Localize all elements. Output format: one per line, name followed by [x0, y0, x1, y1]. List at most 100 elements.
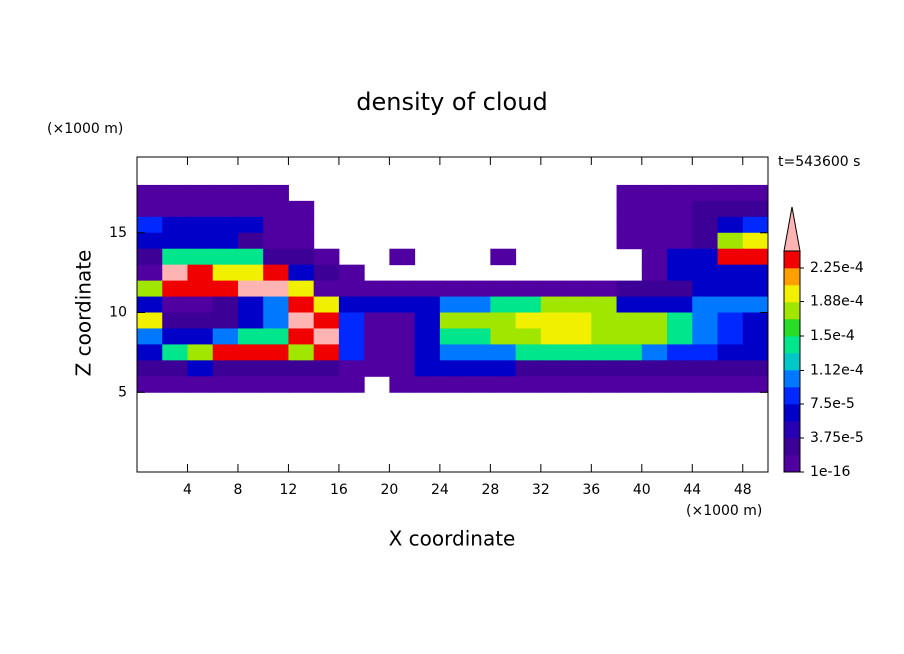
field-cell	[742, 296, 769, 314]
y-tick-label: 10	[109, 305, 127, 321]
field-cell	[742, 264, 769, 282]
field-cell	[641, 376, 668, 393]
field-cell	[137, 216, 163, 234]
field-cell	[692, 264, 719, 282]
field-cell	[667, 344, 693, 361]
plot-frame	[136, 156, 769, 473]
field-cell	[490, 328, 517, 345]
field-cell	[515, 312, 542, 329]
field-cell	[566, 376, 592, 393]
field-cell	[591, 280, 618, 298]
field-cell	[692, 232, 719, 250]
field-cell	[717, 280, 744, 298]
field-cell	[389, 312, 416, 329]
field-cell	[692, 280, 719, 298]
field-cell	[667, 360, 693, 377]
field-cell	[338, 312, 365, 329]
field-cell	[162, 280, 188, 298]
field-cell	[717, 328, 744, 345]
contour-field	[137, 184, 769, 393]
field-cell	[187, 376, 214, 393]
field-cell	[187, 200, 214, 218]
y-tick-label: 5	[118, 384, 127, 400]
field-cell	[641, 296, 668, 314]
field-cell	[490, 248, 517, 266]
field-cell	[742, 376, 769, 393]
field-cell	[439, 344, 466, 361]
x-tick-label: 24	[431, 482, 449, 498]
field-cell	[742, 248, 769, 266]
field-cell	[717, 344, 744, 361]
field-cell	[742, 200, 769, 218]
field-cell	[490, 376, 517, 393]
x-tick-label: 44	[683, 482, 701, 498]
colorbar-level	[784, 285, 800, 303]
field-cell	[591, 376, 618, 393]
field-cell	[540, 312, 567, 329]
x-tick-label: 48	[734, 482, 752, 498]
field-cell	[389, 280, 416, 298]
field-cell	[313, 328, 340, 345]
field-cell	[212, 296, 239, 314]
x-tick-label: 36	[582, 482, 600, 498]
field-cell	[591, 296, 618, 314]
colorbar-level	[784, 353, 800, 371]
field-cell	[237, 312, 264, 329]
field-cell	[237, 360, 264, 377]
field-cell	[187, 264, 214, 282]
field-cell	[566, 296, 592, 314]
x-unit: (×1000 m)	[686, 503, 762, 519]
field-cell	[313, 280, 340, 298]
field-cell	[263, 296, 289, 314]
field-cell	[263, 280, 289, 298]
field-cell	[263, 376, 289, 393]
field-cell	[667, 200, 693, 218]
field-cell	[667, 280, 693, 298]
field-cell	[338, 280, 365, 298]
field-cell	[389, 328, 416, 345]
field-cell	[364, 312, 390, 329]
field-cell	[162, 360, 188, 377]
field-cell	[338, 328, 365, 345]
field-cell	[465, 344, 491, 361]
field-cell	[137, 312, 163, 329]
field-cell	[692, 360, 719, 377]
field-cell	[364, 328, 390, 345]
field-cell	[439, 328, 466, 345]
field-cell	[162, 216, 188, 234]
field-cell	[137, 296, 163, 314]
colorbar: 1e-16 3.75e-5 7.5e-5 1.12e-4 1.5e-4 1.88e-4 2.…	[783, 206, 864, 480]
field-cell	[414, 376, 441, 393]
field-cell	[717, 216, 744, 234]
field-cell	[288, 360, 315, 377]
field-cell	[237, 216, 264, 234]
field-cell	[465, 360, 491, 377]
field-cell	[692, 296, 719, 314]
field-cell	[566, 344, 592, 361]
field-cell	[288, 232, 315, 250]
field-cell	[237, 200, 264, 218]
field-cell	[187, 296, 214, 314]
field-cell	[641, 232, 668, 250]
field-cell	[641, 328, 668, 345]
field-cell	[162, 248, 188, 266]
x-tick-label: 4	[183, 482, 192, 498]
field-cell	[490, 360, 517, 377]
field-cell	[692, 344, 719, 361]
field-cell	[212, 376, 239, 393]
field-cell	[288, 312, 315, 329]
field-cell	[616, 312, 643, 329]
field-cell	[288, 344, 315, 361]
x-axis-label: X coordinate	[389, 527, 516, 551]
colorbar-tick-label: 1.5e-4	[810, 328, 855, 344]
field-cell	[288, 248, 315, 266]
field-cell	[313, 344, 340, 361]
field-cell	[692, 200, 719, 218]
field-cell	[263, 200, 289, 218]
y-unit: (×1000 m)	[47, 121, 123, 137]
field-cell	[717, 296, 744, 314]
field-cell	[162, 344, 188, 361]
field-cell	[187, 328, 214, 345]
field-cell	[187, 344, 214, 361]
colorbar-tick-label: 1.88e-4	[810, 294, 864, 310]
